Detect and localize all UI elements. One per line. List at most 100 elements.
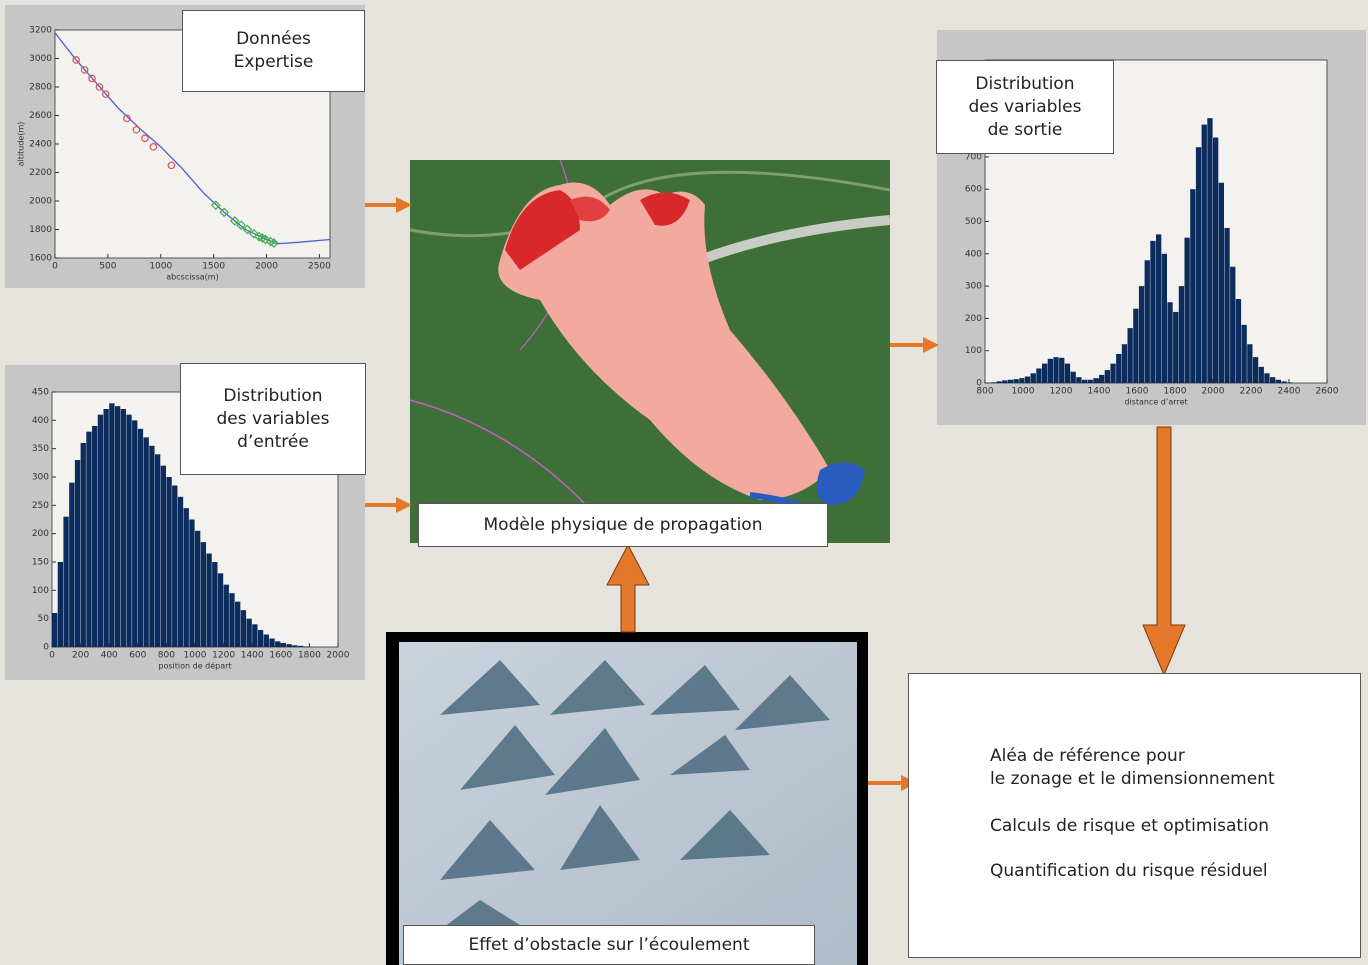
y-tick-label: 100 — [965, 346, 982, 356]
marker — [123, 114, 131, 123]
x-tick-label: 2200 — [1240, 387, 1263, 397]
box-line: des variables — [968, 96, 1082, 117]
x-axis-label: position de départ — [158, 661, 231, 671]
result-line: le zonage et le dimensionnement — [990, 769, 1275, 789]
x-tick-label: 1000 — [1012, 387, 1035, 397]
marker — [95, 83, 104, 91]
y-tick-label: 0 — [976, 379, 982, 389]
x-tick-label: 1600 — [269, 651, 292, 661]
bar — [1195, 147, 1202, 383]
x-tick-label: 1800 — [298, 651, 321, 661]
marker — [132, 125, 141, 134]
bar — [263, 634, 269, 647]
bar — [63, 516, 69, 647]
x-tick-label: 600 — [129, 651, 146, 661]
x-tick-label: 800 — [976, 387, 993, 397]
bar — [217, 573, 224, 647]
bar — [1235, 299, 1242, 383]
bar — [1275, 379, 1281, 383]
bar — [1127, 328, 1133, 383]
big-arrow-up — [606, 543, 650, 633]
marker — [80, 66, 89, 74]
bar — [74, 460, 81, 647]
bar — [1173, 311, 1179, 383]
bar — [292, 645, 298, 647]
bar — [1270, 377, 1276, 383]
bar — [154, 454, 161, 647]
bar — [52, 613, 58, 647]
bar — [92, 426, 98, 647]
bar — [1047, 358, 1053, 383]
bar — [1281, 381, 1287, 383]
bar — [172, 485, 178, 647]
y-tick-label: 100 — [32, 586, 49, 596]
x-tick-label: 1800 — [1164, 387, 1187, 397]
results-box: Aléa de référence pour le zonage et le d… — [908, 673, 1361, 958]
x-tick-label: 2600 — [1316, 387, 1339, 397]
profile-line — [54, 32, 331, 245]
y-tick-label: 150 — [32, 558, 49, 568]
marker — [149, 143, 158, 151]
bar — [57, 562, 64, 647]
bar — [1144, 260, 1150, 383]
bar — [166, 477, 172, 647]
bar — [1150, 240, 1156, 383]
bar — [1110, 363, 1116, 383]
bar — [246, 618, 252, 647]
bar — [1042, 363, 1048, 383]
obstacle-photo — [386, 632, 868, 965]
y-tick-label: 1800 — [29, 225, 52, 235]
bar — [200, 542, 207, 647]
x-tick-label: 1400 — [241, 651, 264, 661]
x-tick-label: 0 — [49, 651, 55, 661]
bar — [183, 508, 189, 647]
bar — [80, 443, 86, 647]
bar — [126, 414, 132, 647]
result-line: Calculs de risque et optimisation — [990, 816, 1269, 836]
bar — [1059, 357, 1065, 383]
bar — [1007, 379, 1014, 383]
bar — [109, 403, 115, 647]
y-tick-label: 400 — [32, 416, 49, 426]
bar — [1002, 380, 1008, 383]
y-tick-label: 1600 — [29, 254, 52, 264]
marker — [229, 216, 240, 226]
box-line: des variables — [216, 408, 330, 429]
bar — [1156, 234, 1162, 383]
x-tick-label: 1600 — [1126, 387, 1149, 397]
y-tick-label: 2800 — [29, 83, 52, 93]
bar — [1190, 189, 1196, 383]
bar — [257, 630, 264, 647]
bar — [1099, 374, 1105, 383]
y-tick-label: 3200 — [29, 26, 52, 36]
bar — [1264, 373, 1270, 383]
model-label: Modèle physique de propagation — [418, 503, 828, 547]
marker — [88, 74, 96, 83]
x-tick-label: 2000 — [1202, 387, 1225, 397]
label-text: Modèle physique de propagation — [483, 514, 763, 535]
bar — [297, 645, 304, 647]
bar — [1076, 377, 1082, 383]
bar — [1224, 227, 1230, 383]
bar — [1161, 253, 1167, 383]
arrows — [365, 197, 939, 791]
bar — [1087, 379, 1093, 383]
marker — [219, 207, 230, 218]
box-line: Données — [236, 29, 311, 49]
x-tick-label: 1000 — [184, 651, 207, 661]
bar — [69, 482, 75, 647]
bar — [1030, 373, 1036, 383]
bar — [1207, 118, 1213, 383]
big-arrow-down — [1142, 426, 1186, 677]
bar — [149, 445, 155, 647]
y-tick-label: 350 — [32, 444, 49, 454]
output-box: Distribution des variables de sortie — [936, 60, 1114, 154]
x-tick-label: 1500 — [202, 262, 225, 272]
y-tick-label: 300 — [32, 473, 49, 483]
bar — [1093, 378, 1099, 383]
bar — [1252, 357, 1259, 383]
bar — [1024, 376, 1031, 383]
map-image — [409, 159, 891, 543]
bar — [120, 409, 126, 647]
bar — [1019, 378, 1025, 383]
